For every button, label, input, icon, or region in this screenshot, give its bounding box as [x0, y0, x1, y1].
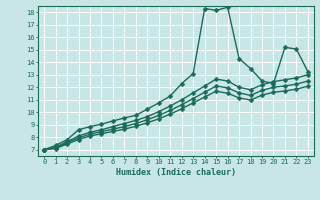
- X-axis label: Humidex (Indice chaleur): Humidex (Indice chaleur): [116, 168, 236, 177]
